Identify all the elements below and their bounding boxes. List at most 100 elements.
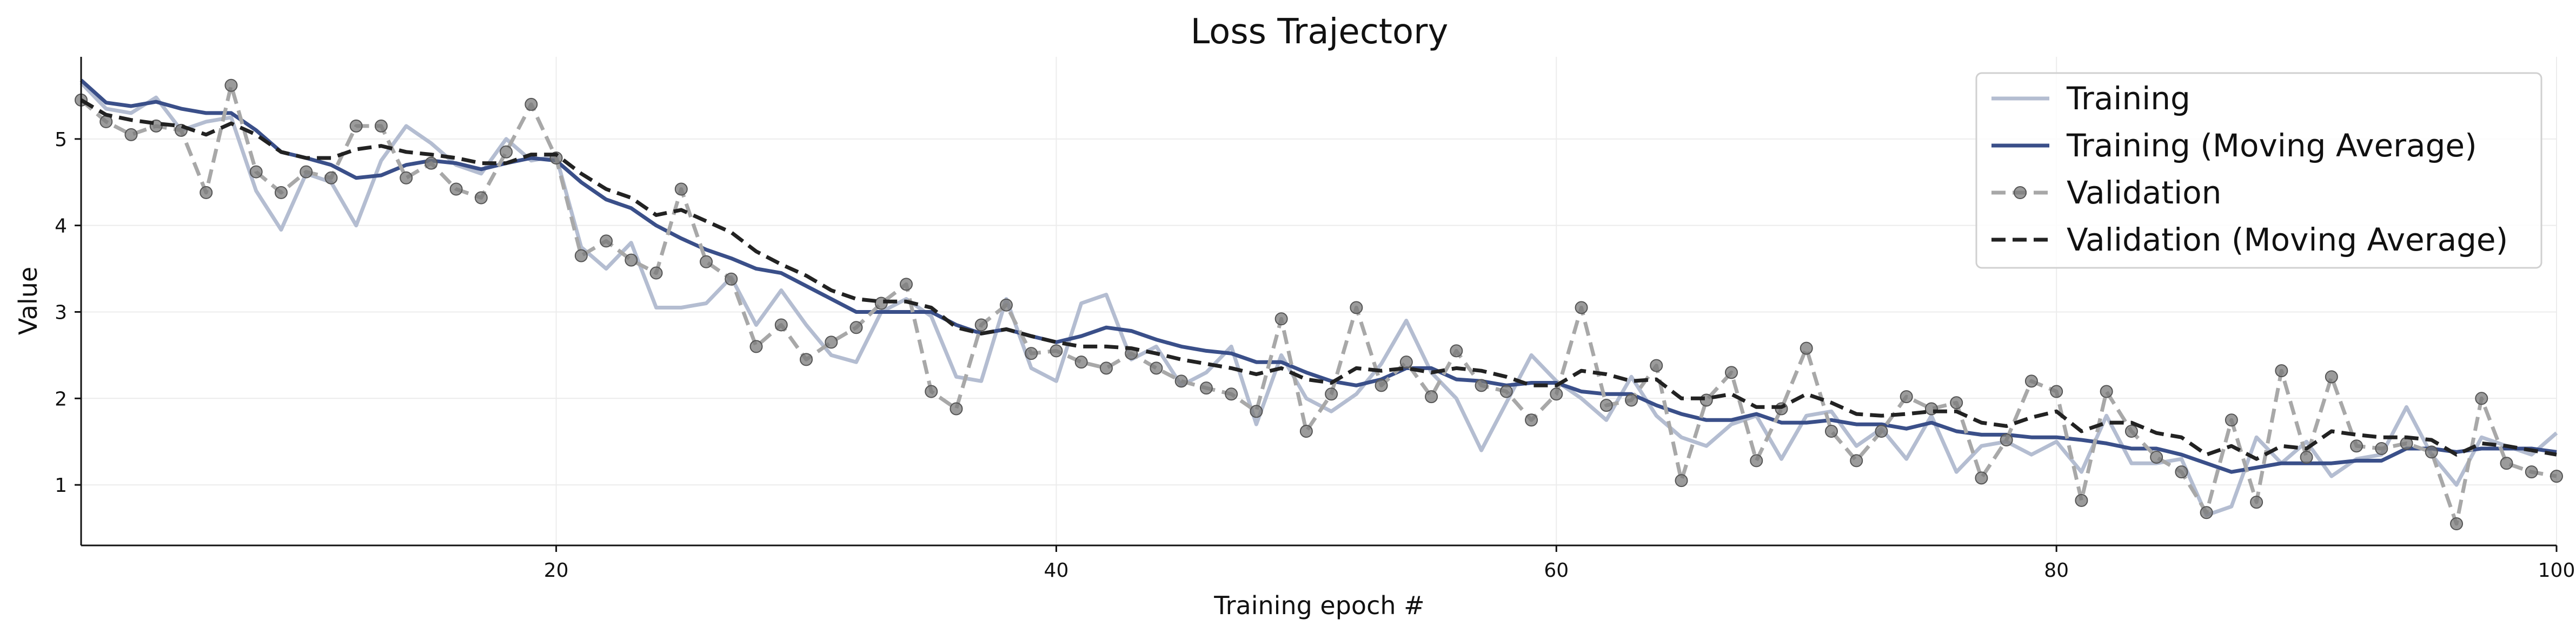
validation-point <box>349 119 363 133</box>
validation-point <box>674 182 688 196</box>
series-line-0 <box>79 81 2558 517</box>
validation-point <box>925 385 938 398</box>
validation-point <box>2100 385 2113 398</box>
validation-point <box>1299 425 1313 438</box>
validation-point <box>1199 381 1213 395</box>
validation-point <box>474 191 488 205</box>
validation-point <box>2450 517 2464 531</box>
validation-point <box>1099 361 1113 375</box>
x-tick-label: 80 <box>2044 559 2069 582</box>
validation-point <box>2000 433 2013 447</box>
validation-point <box>774 318 788 332</box>
validation-point <box>1750 454 1763 468</box>
validation-point <box>574 249 588 262</box>
validation-point <box>1824 425 1838 438</box>
validation-point <box>700 255 713 268</box>
legend-frame <box>1975 72 2542 269</box>
validation-point <box>999 298 1013 312</box>
validation-point <box>324 171 338 185</box>
validation-point <box>600 234 613 248</box>
validation-point <box>374 119 388 133</box>
validation-point <box>1800 341 1813 355</box>
validation-point <box>849 321 863 334</box>
validation-point <box>1950 396 1963 410</box>
validation-point <box>1225 387 1238 401</box>
validation-point <box>1550 387 1563 401</box>
validation-point <box>1850 454 1863 468</box>
x-tick-label: 60 <box>1544 559 1569 582</box>
validation-point <box>2150 450 2163 464</box>
validation-point <box>1625 393 1638 407</box>
validation-point <box>2300 450 2313 464</box>
validation-point <box>1025 347 1038 360</box>
validation-point <box>200 186 213 199</box>
x-tick-label: 20 <box>544 559 569 582</box>
series-line-1 <box>79 78 2557 474</box>
validation-point <box>1900 390 1913 404</box>
validation-point <box>1475 379 1488 392</box>
legend-marker-2 <box>2014 186 2027 199</box>
legend-label-3: Validation (Moving Average) <box>2067 221 2508 258</box>
validation-point <box>1274 312 1288 326</box>
validation-point <box>749 340 763 353</box>
validation-point <box>2275 364 2288 378</box>
validation-point <box>1450 344 1463 358</box>
y-tick-label: 3 <box>55 301 67 324</box>
validation-point <box>2250 496 2263 509</box>
validation-point <box>449 182 463 196</box>
validation-point <box>1675 474 1688 488</box>
validation-point <box>2050 385 2063 398</box>
validation-point <box>424 156 438 170</box>
validation-point <box>2225 413 2238 427</box>
validation-point <box>1650 359 1663 372</box>
validation-point <box>1725 366 1738 379</box>
validation-point <box>274 186 288 199</box>
validation-point <box>1050 344 1063 358</box>
validation-point <box>1350 301 1363 314</box>
x-axis-label: Training epoch # <box>1213 591 1424 620</box>
validation-point <box>525 97 538 111</box>
y-tick-label: 5 <box>55 129 67 151</box>
x-tick-label: 40 <box>1044 559 1069 582</box>
validation-point <box>900 278 913 291</box>
validation-point <box>2375 442 2388 455</box>
validation-point <box>1174 374 1188 388</box>
validation-point <box>1074 356 1088 369</box>
validation-point <box>2475 392 2488 405</box>
legend: Training Training (Moving Average) Validat… <box>1975 72 2542 269</box>
validation-point <box>2425 445 2438 459</box>
validation-point <box>1325 387 1338 401</box>
y-axis-label: Value <box>14 267 43 335</box>
validation-point <box>2124 425 2138 438</box>
validation-point <box>1525 413 1538 427</box>
validation-point <box>224 78 238 92</box>
validation-point <box>1399 356 1413 369</box>
validation-point <box>1875 425 1888 438</box>
validation-point <box>800 353 813 366</box>
chart-title: Loss Trajectory <box>1191 12 1449 52</box>
legend-label-2: Validation <box>2067 174 2221 211</box>
validation-point <box>1975 471 1988 485</box>
validation-point <box>1599 399 1613 412</box>
validation-point <box>124 128 138 141</box>
validation-point <box>300 165 313 179</box>
validation-point <box>950 402 963 416</box>
validation-point <box>625 253 638 267</box>
validation-point <box>2350 439 2363 453</box>
validation-point <box>2075 493 2088 507</box>
validation-point <box>500 145 513 159</box>
validation-point <box>825 335 838 349</box>
validation-point <box>1375 379 1388 392</box>
validation-point <box>1150 361 1163 375</box>
validation-point <box>2550 470 2563 483</box>
validation-point <box>2325 370 2338 384</box>
y-tick-label: 1 <box>55 475 67 497</box>
tick-labels: 20 40 60 80 100 1 2 3 4 5 <box>55 129 2575 582</box>
validation-point <box>2500 457 2513 470</box>
validation-point <box>974 318 988 332</box>
series-line-3 <box>80 98 2557 461</box>
legend-label-0: Training <box>2066 80 2190 117</box>
legend-label-1: Training (Moving Average) <box>2066 127 2477 164</box>
validation-point <box>2024 374 2038 388</box>
